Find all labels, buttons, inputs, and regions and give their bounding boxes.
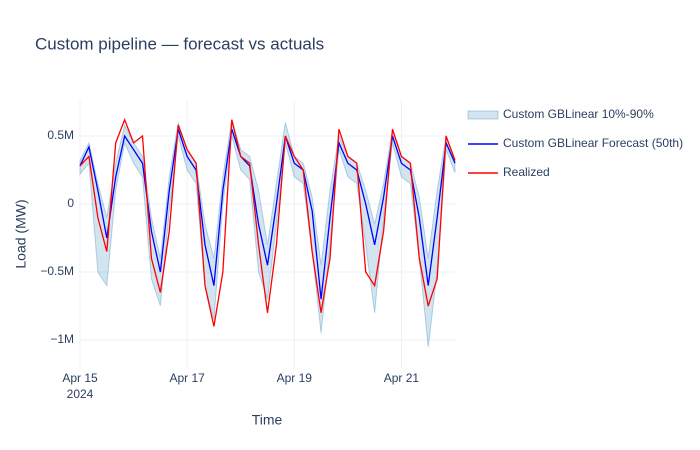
x-tick-label: Apr 19 xyxy=(277,371,313,385)
line xyxy=(79,117,456,327)
y-tick-label: −1M xyxy=(50,332,74,346)
y-tick-label: 0 xyxy=(67,196,74,210)
x-axis-label: Time xyxy=(252,412,283,428)
legend-swatch xyxy=(467,110,499,120)
x-tick-label: Apr 21 xyxy=(384,371,420,385)
chart-title: Custom pipeline — forecast vs actuals xyxy=(35,34,324,53)
legend-label: Realized xyxy=(503,165,550,179)
legend-label: Custom GBLinear Forecast (50th) xyxy=(503,136,683,150)
y-axis-label: Load (MW) xyxy=(13,199,29,268)
legend-label: Custom GBLinear 10%-90% xyxy=(503,107,654,121)
band xyxy=(79,119,456,347)
x-tick-label: Apr 15 xyxy=(62,371,98,385)
x-tick-label: Apr 17 xyxy=(169,371,205,385)
y-tick-label: −0.5M xyxy=(40,264,74,278)
y-tick-label: 0.5M xyxy=(47,128,74,142)
x-tick-year: 2024 xyxy=(67,387,94,401)
